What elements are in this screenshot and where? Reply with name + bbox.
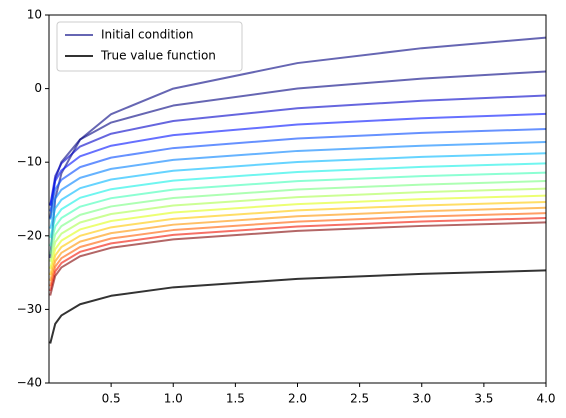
series-line xyxy=(49,94,546,206)
series-line xyxy=(49,112,546,206)
series-line xyxy=(49,212,546,287)
legend-label: True value function xyxy=(100,49,216,63)
x-tick-label: 3.5 xyxy=(474,392,493,406)
legend-label: Initial condition xyxy=(101,28,194,42)
x-tick-label: 4.0 xyxy=(536,392,555,406)
series-line xyxy=(49,140,546,220)
series-line xyxy=(49,36,546,259)
y-tick-label: −10 xyxy=(17,155,42,169)
x-tick-label: 0.5 xyxy=(102,392,121,406)
y-tick-label: −20 xyxy=(17,228,42,242)
series-line xyxy=(49,216,546,292)
series-line xyxy=(49,128,546,212)
plot-area xyxy=(49,36,546,344)
series-line xyxy=(49,194,546,270)
series-line xyxy=(49,200,546,276)
series-line xyxy=(49,221,546,296)
series-line xyxy=(49,180,546,255)
x-tick-label: 2.5 xyxy=(350,392,369,406)
x-tick-label: 1.5 xyxy=(226,392,245,406)
x-tick-label: 3.0 xyxy=(412,392,431,406)
y-tick-label: 10 xyxy=(27,8,42,22)
x-tick-label: 2.0 xyxy=(288,392,307,406)
series-line xyxy=(49,187,546,263)
x-tick-label: 1.0 xyxy=(164,392,183,406)
series-line xyxy=(49,206,546,282)
y-tick-label: 0 xyxy=(34,81,42,95)
series-line xyxy=(49,269,546,344)
series-line xyxy=(49,162,546,239)
y-tick-label: −30 xyxy=(17,302,42,316)
legend-box xyxy=(56,21,243,72)
series-line xyxy=(49,152,546,229)
series-line xyxy=(49,171,546,247)
y-tick-label: −40 xyxy=(17,376,42,390)
